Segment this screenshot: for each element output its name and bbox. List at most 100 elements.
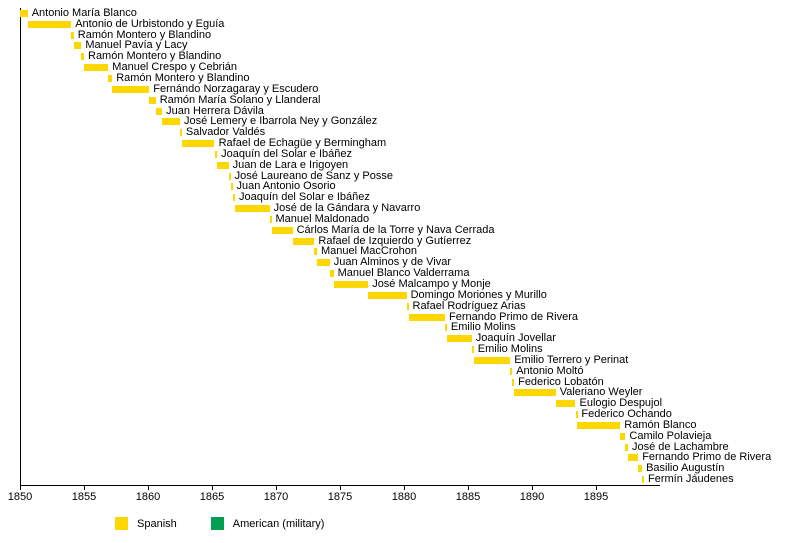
timeline-bar [471,346,474,353]
x-axis-tick [404,486,405,490]
timeline-bar [555,400,576,408]
timeline-bar [329,270,334,278]
bar-label: Basilio Augustín [646,462,725,475]
bar-label: Antonio María Blanco [31,6,137,19]
x-axis-tick [148,486,149,490]
timeline-bar [228,172,231,180]
timeline-bar [445,324,447,332]
timeline-bar [620,432,626,440]
x-axis-tick-label: 1895 [583,491,609,503]
x-axis-tick-label: 1865 [199,491,225,503]
bar-label: José Laureano de Sanz y Posse [234,169,393,182]
x-axis-tick-label: 1855 [71,491,97,503]
timeline-bar [333,280,369,288]
timeline-bar [20,9,28,17]
bar-label: Antonio Moltó [516,364,584,377]
timeline-bar [269,215,272,223]
bar-label: Camilo Polavieja [629,429,712,442]
bar-label: Manuel Blanco Valderrama [337,267,470,280]
timeline-bar [73,42,82,50]
x-axis-tick-label: 1850 [7,491,33,503]
timeline-bar [575,411,578,418]
x-axis-tick [212,486,213,490]
plot-area: Antonio María Blanco Antonio de Urbistond… [7,6,772,503]
timeline-bar [271,226,293,234]
bar-label: Valeriano Weyler [559,386,643,399]
bar-label: Ramón Montero y Blandino [77,28,212,41]
x-axis-line [20,485,660,486]
bar-label: Fermín Jáudenes [648,473,734,486]
legend-item: American (military) [210,517,325,530]
bar-label: Manuel Crespo y Cebrián [112,61,238,74]
timeline-bar [512,378,515,386]
bar-label: Manuel Pavía y Lacy [85,39,188,52]
x-axis-tick-label: 1880 [391,491,417,503]
timeline-bar [406,302,409,310]
bar-label: Joaquín Jovellar [475,332,556,345]
legend-label: American (military) [232,517,325,530]
timeline-bar [108,75,113,82]
timeline-bar [314,248,317,256]
x-axis-tick-label: 1875 [327,491,353,503]
legend-item: Spanish [115,517,177,530]
bar-label: Cárlos María de la Torre y Nava Cerrada [296,223,495,236]
bar-label: Fernando Primo de Rivera [642,451,772,464]
bar-label: Juan de Lara e Irigoyen [232,158,349,171]
bar-label: Ramón Montero y Blandino [88,50,222,63]
x-axis-tick [596,486,597,490]
bar-label: Salvador Valdés [185,126,266,139]
x-axis-tick [20,486,21,490]
bar-label: José de la Gándara y Navarro [273,202,421,215]
bar-label: Emilio Molins [450,321,516,334]
bar-label: José Lemery e Ibarrola Ney y González [184,115,378,128]
timeline-bar [84,64,109,72]
timeline-bar [181,140,215,147]
timeline-bar [112,85,150,93]
legend: Spanish American (military) [115,517,324,530]
bar-label: Rafael Rodríguez Arias [412,299,526,312]
timeline-bar [149,96,156,104]
bar-label: Manuel MacCrohon [321,245,417,258]
bar-label: Joaquín del Solar e Ibáñez [221,147,352,160]
timeline-bar [235,205,270,213]
bar-label: Juan Herrera Dávila [166,104,264,117]
timeline-bar [232,194,236,202]
timeline-bar [642,476,645,484]
timeline-bar [27,20,72,28]
timeline-bar [577,421,621,429]
x-axis-tick [340,486,341,490]
legend-label: Spanish [137,517,177,530]
timeline-bar [230,183,233,191]
timeline-bar [71,31,74,39]
x-axis-tick-label: 1860 [135,491,161,503]
bar-label: Ramón Blanco [624,418,697,431]
x-axis-tick [532,486,533,490]
bar-label: Ramón María Solano y Llanderal [159,93,321,106]
timeline-bar [214,150,218,158]
timeline-bar [625,443,628,451]
timeline-bar [217,161,229,169]
x-axis-tick [84,486,85,490]
bar-label: José de Lachambre [632,440,729,453]
bar-label: Joaquín del Solar e Ibáñez [239,191,370,204]
x-axis-tick-label: 1870 [263,491,289,503]
bar-label: Federico Lobatón [518,375,604,388]
y-axis-line [20,8,21,485]
bar-label: Emilio Molins [477,343,543,355]
bar-label: Manuel Maldonado [275,212,370,225]
bar-label: Juan Alminos y de Vivar [333,256,451,269]
bar-label: Rafael de Izquierdo y Gutíerrez [318,234,472,247]
bar-label: Ramón Montero y Blandino [116,72,250,84]
bar-label: Antonio de Urbistondo y Eguía [75,17,225,30]
bar-label: Emilio Terrero y Perinat [514,353,629,366]
bar-label: Juan Antonio Osorio [236,180,336,193]
bar-label: Rafael de Echagüe y Bermingham [218,137,387,149]
bar-label: Eulogio Despujol [579,397,663,410]
timeline-bar [368,291,407,299]
timeline-bar [317,259,330,267]
legend-swatch-spanish [115,517,128,530]
x-axis-tick-label: 1890 [519,491,545,503]
x-axis-tick-label: 1885 [455,491,481,503]
timeline-bar [628,454,639,462]
